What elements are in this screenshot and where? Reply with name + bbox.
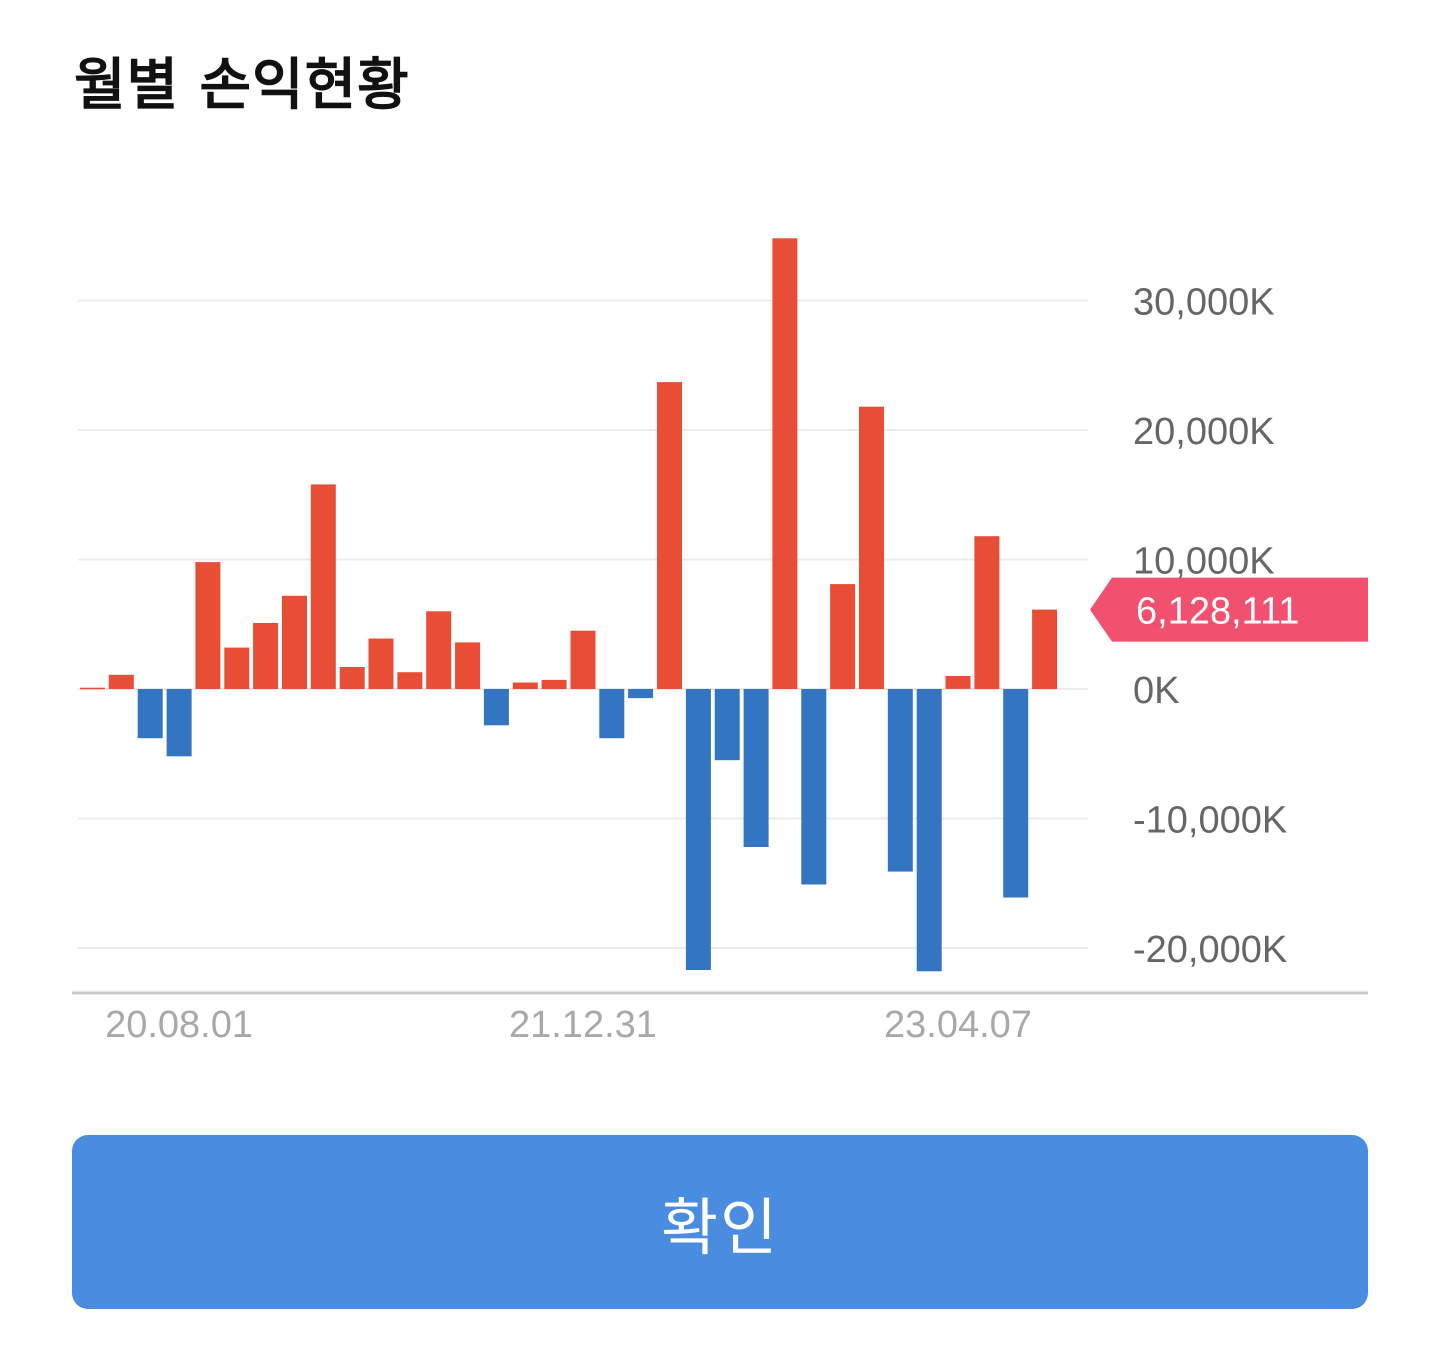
confirm-button[interactable]: 확인 <box>72 1135 1368 1309</box>
bar <box>426 611 452 689</box>
bar <box>195 562 221 689</box>
bar <box>80 687 105 690</box>
bar <box>599 689 625 739</box>
bar <box>859 406 884 689</box>
bar <box>108 674 134 689</box>
bar <box>166 689 192 757</box>
bar <box>224 647 250 689</box>
y-axis-labels: 30,000K 20,000K 10,000K 0K -10,000K -20,000K <box>1133 282 1287 972</box>
bar <box>714 689 740 761</box>
x-tick-label: 23.04.07 <box>884 1004 1032 1046</box>
bar <box>368 638 394 689</box>
bars <box>80 238 1058 972</box>
bar <box>253 623 279 689</box>
bar <box>945 676 971 689</box>
bar <box>772 238 798 690</box>
bar <box>628 689 654 699</box>
page-title: 월별 손익현황 <box>74 53 410 118</box>
bar <box>397 672 423 689</box>
bar <box>685 689 711 970</box>
bar <box>483 689 509 726</box>
bar <box>512 682 538 689</box>
bar <box>887 689 913 872</box>
bar <box>455 642 481 689</box>
y-tick-label: -10,000K <box>1133 800 1287 842</box>
bar <box>339 667 365 689</box>
bar <box>570 630 596 689</box>
y-tick-label: 30,000K <box>1133 282 1275 324</box>
y-tick-label: 0K <box>1133 670 1179 712</box>
bar <box>310 484 336 689</box>
bar <box>282 595 307 689</box>
bar <box>801 689 827 885</box>
y-tick-label: 20,000K <box>1133 411 1275 453</box>
bar <box>657 382 682 689</box>
y-tick-label: -20,000K <box>1133 929 1287 971</box>
bar <box>743 689 769 847</box>
current-value-label: 6,128,111 <box>1136 591 1299 633</box>
x-tick-label: 21.12.31 <box>509 1004 657 1046</box>
bar <box>1032 609 1058 689</box>
monthly-pnl-chart: 30,000K20,000K10,000K0K-10,000K-20,000K … <box>72 238 1368 1046</box>
current-value-marker: 6,128,111 <box>1090 577 1368 642</box>
x-axis-labels: 20.08.01 21.12.31 23.04.07 <box>105 1004 1032 1046</box>
bar <box>541 679 567 689</box>
y-tick-label: 10,000K <box>1133 541 1275 583</box>
bar <box>830 584 856 689</box>
bar <box>1003 689 1029 898</box>
current-value-badge <box>1090 577 1368 642</box>
bar <box>916 689 942 972</box>
bar <box>137 689 163 739</box>
x-tick-label: 20.08.01 <box>105 1004 253 1046</box>
bar <box>974 536 1000 689</box>
